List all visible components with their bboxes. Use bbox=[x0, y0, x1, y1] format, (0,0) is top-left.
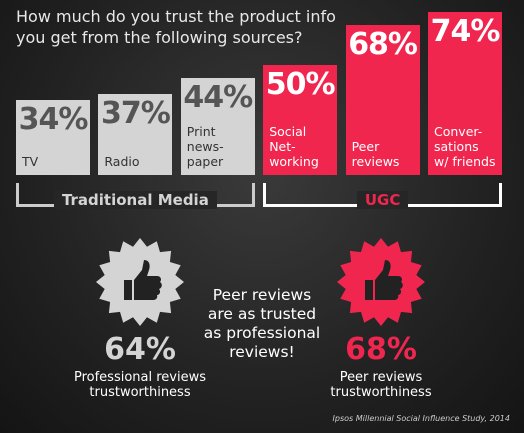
group-label: UGC bbox=[266, 187, 499, 209]
category-label: Peer reviews bbox=[351, 139, 400, 169]
middle-statement: Peer reviews are as trusted as professio… bbox=[203, 286, 321, 361]
value-label: 37% bbox=[100, 95, 171, 131]
callout-label: Professional reviews trustworthiness bbox=[73, 370, 207, 400]
category-label: Conver- sations w/ friends bbox=[434, 124, 496, 169]
value-label: 44% bbox=[183, 80, 253, 116]
bar: 37% Radio bbox=[98, 93, 173, 175]
value-label: 50% bbox=[265, 66, 336, 102]
callout-value: 64% bbox=[104, 332, 176, 367]
category-label: TV bbox=[22, 154, 39, 169]
category-label: Print news- paper bbox=[186, 124, 224, 169]
category-label: Social Net- working bbox=[269, 124, 319, 169]
bar: 74% Conver- sations w/ friends bbox=[428, 12, 502, 175]
chart-title: How much do you trust the product info y… bbox=[16, 7, 336, 47]
group-bracket: UGC bbox=[263, 183, 502, 209]
value-label: 74% bbox=[430, 14, 501, 49]
thumb-icon bbox=[365, 260, 403, 300]
group-label-text: UGC bbox=[356, 191, 409, 209]
group-label: Traditional Media bbox=[19, 187, 252, 209]
bar: 68% Peer reviews bbox=[345, 25, 420, 175]
value-label: 34% bbox=[18, 102, 89, 138]
source: Ipsos Millennial Social Influence Study,… bbox=[332, 414, 510, 423]
bar: 50% Social Net- working bbox=[263, 64, 338, 175]
thumb-icon bbox=[124, 260, 162, 300]
bar: 44% Print news- paper bbox=[180, 78, 255, 175]
value-label: 68% bbox=[348, 27, 418, 63]
bar: 34% TV bbox=[16, 100, 90, 175]
callout-value: 68% bbox=[345, 332, 417, 367]
callout-label: Peer reviews trustworthiness bbox=[330, 370, 432, 400]
group-label-text: Traditional Media bbox=[53, 191, 217, 209]
category-label: Radio bbox=[104, 154, 140, 169]
group-bracket: Traditional Media bbox=[16, 183, 255, 209]
